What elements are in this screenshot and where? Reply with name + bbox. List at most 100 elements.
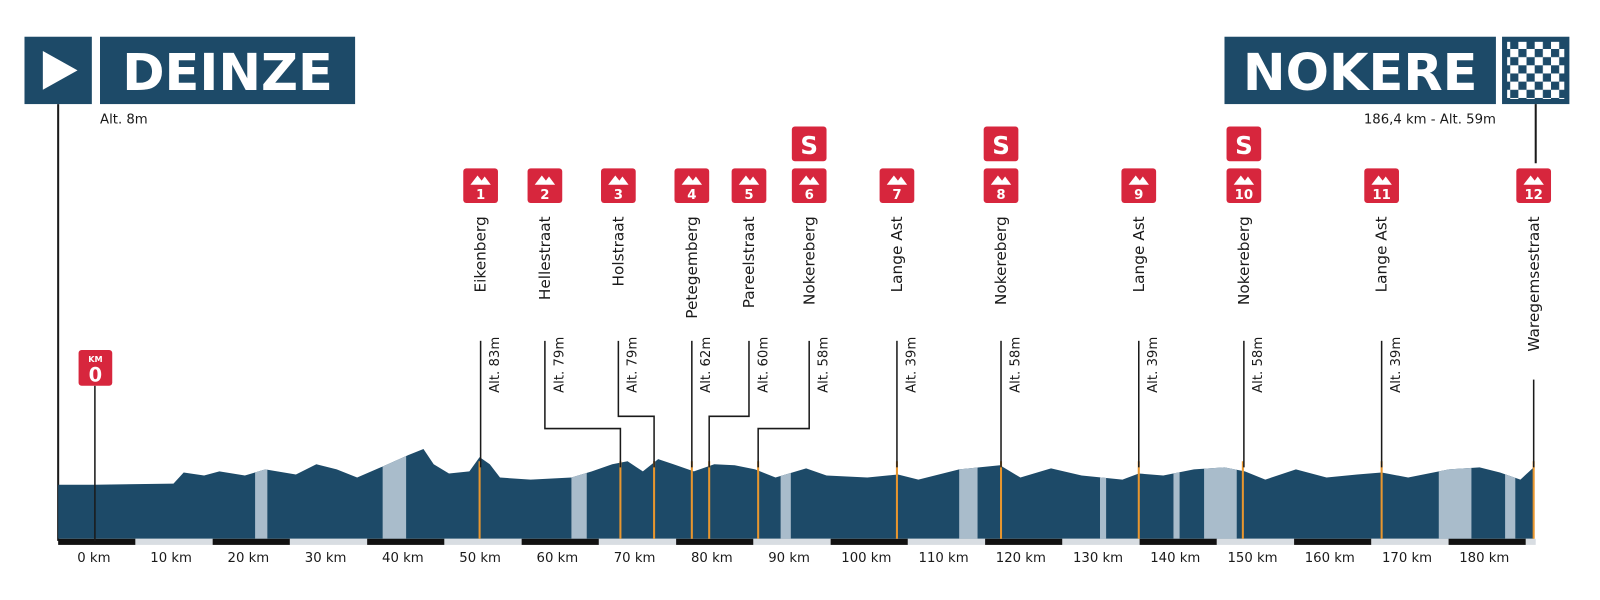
axis-bar (521, 538, 599, 545)
cobble-section (1100, 448, 1107, 539)
axis-bar (985, 538, 1063, 545)
start-altitude: Alt. 8m (100, 112, 148, 127)
x-axis-label: 150 km (1228, 551, 1278, 566)
climb-number: 4 (687, 188, 696, 203)
climb-icon-mountain (886, 175, 908, 185)
climb-altitude: Alt. 83m (488, 337, 503, 393)
climb-name: Eikenberg (472, 216, 490, 292)
sprint-icon (791, 126, 827, 162)
axis-bar (1216, 538, 1295, 545)
axis-bar (289, 538, 368, 545)
profile: 0 km 10 km 20 km 30 km 40 km 50 km 60 km 70 km 8… (58, 448, 1536, 566)
climb-altitude: Alt. 79m (552, 337, 567, 393)
axis-bar (1062, 538, 1140, 545)
climb-name: Petegemberg (683, 216, 701, 318)
cobble-section (1505, 448, 1516, 539)
axis-bar (753, 538, 831, 545)
climb-icon (791, 168, 827, 204)
climb-altitude: Alt. 79m (626, 337, 641, 393)
climb-icon-mountain (1371, 175, 1392, 185)
climb-icon (1121, 168, 1157, 204)
x-axis-label: 170 km (1382, 551, 1432, 566)
x-axis-label: 140 km (1150, 551, 1200, 566)
climb-icon (674, 168, 710, 204)
climb-name: Lange Ast (1130, 216, 1148, 292)
climb-icon-mountain (990, 175, 1012, 185)
axis-bar (1448, 538, 1526, 545)
climb-icon (527, 168, 563, 204)
axis-bar (212, 538, 290, 545)
climb-icon (1364, 168, 1399, 204)
axis-bar (367, 538, 445, 545)
climb-line (617, 340, 655, 468)
climb-name: Lange Ast (1373, 216, 1391, 292)
sprint-label: S (800, 131, 818, 160)
finish-name: NOKERE (1243, 44, 1478, 103)
axis-bar (830, 538, 908, 545)
climb-icon-mountain (608, 175, 629, 185)
x-axis-label: 80 km (691, 551, 733, 566)
climb-number: 5 (744, 188, 753, 203)
axis-bar (598, 538, 677, 545)
climb-icon-mountain (534, 175, 556, 185)
axis-bar (1525, 538, 1536, 545)
climb-icon-mountain (470, 175, 491, 185)
climb-number: 9 (1134, 188, 1143, 203)
axis-bar (58, 538, 136, 545)
climb-altitude: Alt. 62m (699, 337, 714, 393)
x-axis-label: 110 km (919, 551, 969, 566)
climb-number: 11 (1372, 188, 1390, 203)
km-zero-marker: KM 0 (78, 350, 113, 541)
sprint-icon (1226, 126, 1262, 162)
climb-icon-mountain (738, 175, 760, 185)
x-axis-label: 10 km (150, 551, 192, 566)
climb-name: Waregemsestraat (1525, 216, 1543, 351)
climb-icon (463, 168, 498, 204)
axis-bar (676, 538, 754, 545)
start-name: DEINZE (122, 44, 333, 103)
x-axis-label: 130 km (1073, 551, 1123, 566)
annotations: 1 Eikenberg Alt. 83m 2 Hellestraat Alt. 79m 3 H… (463, 126, 1552, 539)
climb-icon-mountain (1128, 175, 1149, 185)
sprint-icon (983, 126, 1019, 162)
climb-icon (983, 168, 1019, 204)
climb-altitude: Alt. 39m (904, 337, 919, 393)
climb-altitude: Alt. 39m (1389, 337, 1404, 393)
sprint-label: S (992, 131, 1010, 160)
climb-icon (1226, 168, 1262, 204)
axis-bar (1371, 538, 1449, 545)
climb-name: Nokereberg (1235, 216, 1253, 305)
climb-number: 3 (614, 188, 623, 203)
climb-altitude: Alt. 39m (1146, 337, 1161, 393)
climb-icon (601, 168, 636, 204)
climb-name: Pareelstraat (740, 216, 758, 308)
x-axis-label: 60 km (537, 551, 579, 566)
climb-number: 6 (805, 188, 814, 203)
axis-bar (1294, 538, 1372, 545)
climb-line (544, 340, 622, 468)
km-value: 0 (89, 364, 102, 387)
x-axis-label: 20 km (228, 551, 270, 566)
climb-icon-mountain (1523, 175, 1544, 185)
climb-name: Hellestraat (536, 216, 554, 300)
x-axis-label: 100 km (841, 551, 891, 566)
finish-info: 186,4 km - Alt. 59m (1364, 112, 1496, 127)
climb-line (708, 340, 750, 468)
climb-number: 2 (540, 188, 549, 203)
climb-icon-mountain (681, 175, 703, 185)
climb-name: Nokereberg (800, 216, 818, 305)
km-label: KM (88, 354, 102, 364)
climb-number: 7 (892, 188, 901, 203)
axis-bar (444, 538, 522, 545)
climb-name: Lange Ast (888, 216, 906, 292)
climb-icon (879, 168, 915, 204)
x-axis-label: 40 km (382, 551, 424, 566)
climb-number: 10 (1235, 188, 1253, 203)
cobble-section (255, 448, 268, 539)
cobble-section (1204, 448, 1237, 539)
x-axis-label: 50 km (459, 551, 501, 566)
climb-altitude: Alt. 58m (817, 337, 832, 393)
x-axis-label: 30 km (305, 551, 347, 566)
x-axis-label: 120 km (996, 551, 1046, 566)
